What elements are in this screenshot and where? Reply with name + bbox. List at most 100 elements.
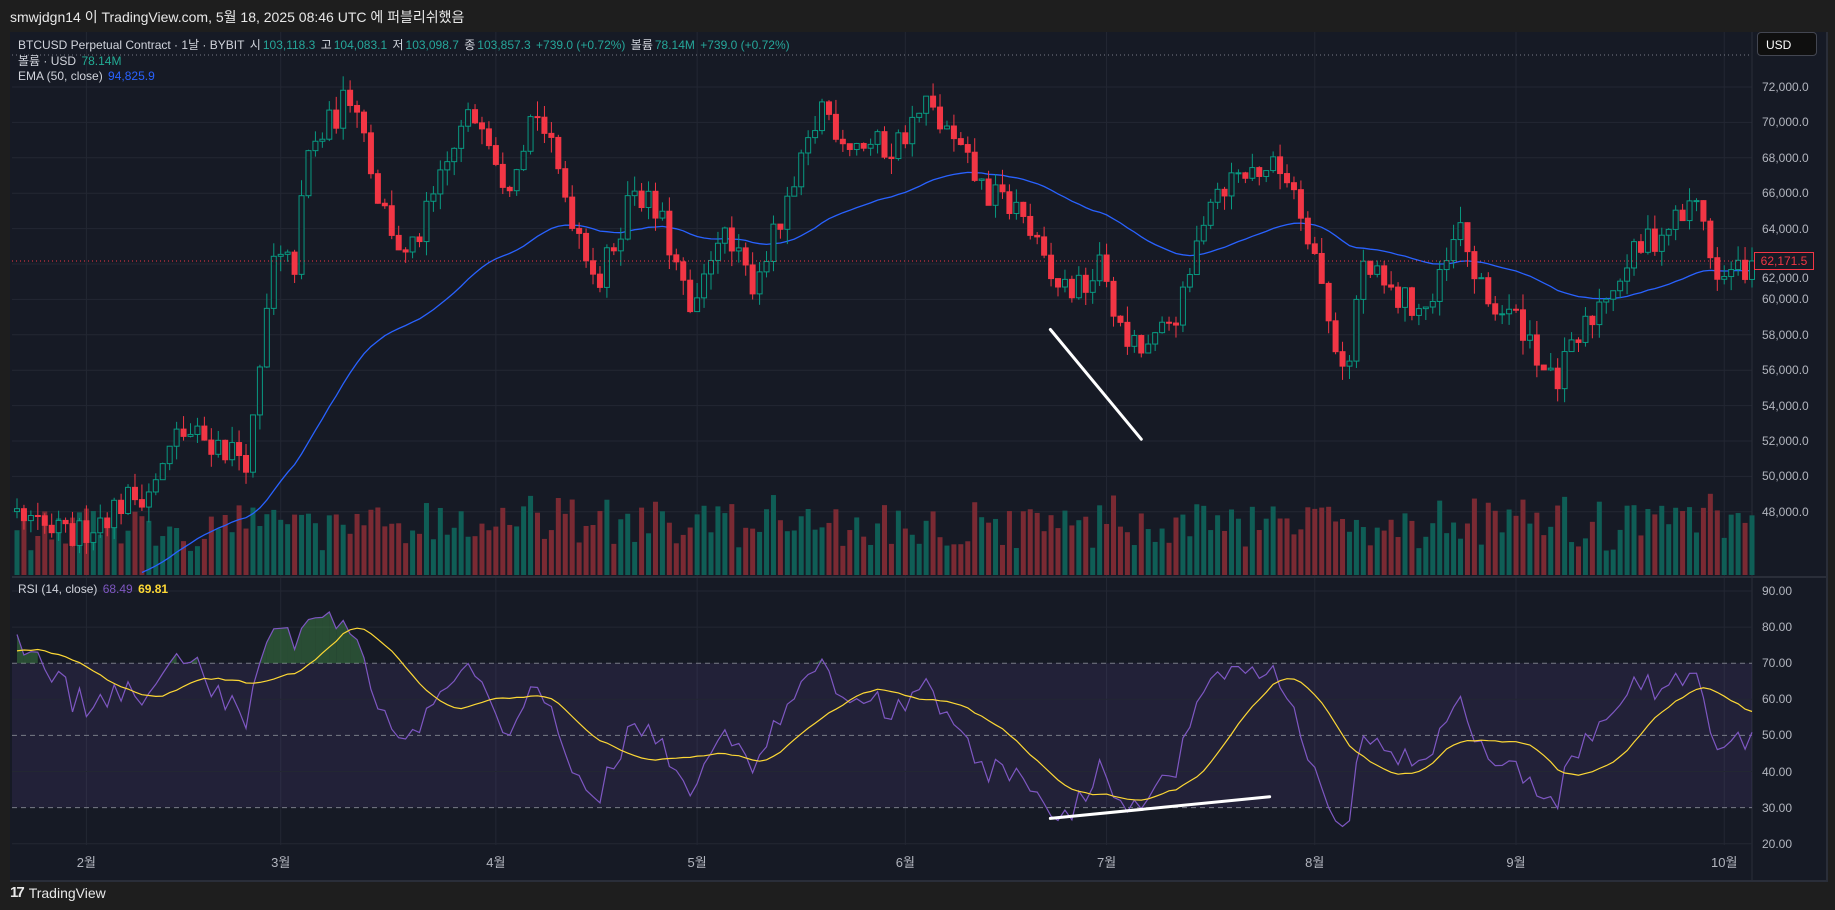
volume-bar [701,505,707,575]
symbol-name[interactable]: BTCUSD Perpetual Contract · 1날 · BYBIT [18,38,245,52]
candle-down [1110,280,1117,317]
rsi-value: 68.49 [102,582,133,596]
volume-bar [528,495,534,575]
time-axis-month: 2월 [76,855,96,870]
candle-down [485,128,492,147]
volume-bar [201,538,207,575]
volume-bar [1020,511,1026,575]
chart-frame[interactable] [10,32,1828,882]
volume-bar [292,514,298,575]
volume-bar [791,530,797,575]
candle-up [714,242,721,261]
ema-value: 94,825.9 [108,69,155,83]
volume-bar [1235,518,1241,575]
candle-up [992,184,999,206]
price-axis-tick: 60,000.0 [1762,292,1809,307]
candle-down [361,111,367,134]
rsi-legend[interactable]: RSI (14, close) 68.49 69.81 [18,582,170,596]
candle-up [1644,228,1651,253]
candle-up [1721,276,1728,280]
candle-up [1610,290,1617,300]
candle-down [416,236,423,243]
volume-bar [56,518,62,575]
volume-bar [1687,507,1693,575]
candle-down [131,486,138,501]
candle-down [548,132,555,138]
volume-bar [1478,544,1484,575]
candle-down [118,499,125,515]
volume-bar [1451,522,1457,575]
volume-bar [1610,549,1616,575]
volume-bar [1631,505,1637,575]
volume-bar [868,544,874,575]
volume-bar [569,499,575,575]
rsi-overbought-fill [350,633,358,664]
candle-up [895,132,902,160]
rsi-axis-tick: 60.00 [1762,692,1793,707]
rsi-axis-tick: 70.00 [1762,656,1793,671]
volume-bar [451,527,457,575]
publish-info: smwjdgn14 이 TradingView.com, 5월 18, 2025… [10,9,465,25]
candle-up [305,150,312,197]
candle-down [1408,287,1415,316]
candle-up [55,519,62,534]
rsi-overbought-fill [287,627,295,664]
candle-down [1318,252,1325,284]
candle-up [1631,241,1638,269]
volume-bar [257,526,263,575]
price-axis-tick: 66,000.0 [1762,186,1809,201]
candle-up [458,125,465,149]
footer-brand[interactable]: 17 TradingView [10,884,106,901]
volume-bar [243,528,249,575]
candle-down [1124,321,1131,347]
volume-bar [28,550,34,575]
candle-up [97,517,104,534]
candle-down [499,163,506,188]
candle-down [1006,191,1013,214]
rsi-overbought-fill [30,651,38,664]
close-value: 103,857.3 [477,38,531,52]
candle-up [1145,343,1152,354]
candle-down [749,264,756,295]
volume-legend[interactable]: 볼륨 · USD 78.14M [18,52,123,69]
volume-label: 볼륨 [630,38,653,52]
volume-bar [1645,508,1651,575]
candle-down [562,168,569,198]
volume-bar [417,533,423,575]
candle-up [194,425,201,435]
volume-bar [1423,536,1429,575]
volume-bar [535,512,540,575]
trend-line-rsi [1048,795,1272,820]
volume-bar [188,550,193,575]
volume-bar [430,539,436,575]
volume-bar [1569,542,1575,575]
volume-bar [1027,509,1033,575]
volume-bar [1166,542,1172,575]
volume-bar [729,504,735,575]
volume-bar [1340,518,1346,575]
candle-up [277,253,284,257]
candle-up [1561,351,1568,390]
candle-up [909,116,916,145]
currency-button[interactable]: USD [1757,32,1817,56]
volume-bar [798,516,804,575]
candle-up [819,101,826,132]
volume-bar [125,530,131,575]
candle-down [680,261,687,281]
candle-up [340,89,347,129]
volume-bar [181,541,187,575]
rsi-axis-tick: 50.00 [1762,728,1793,743]
volume-bar [1673,507,1679,575]
volume-bar [153,545,159,575]
price-axis-tick: 70,000.0 [1762,115,1809,130]
low-label: 저 [392,38,404,52]
candle-up [166,445,173,465]
volume-bar [382,526,388,575]
candle-up [159,463,166,481]
ema-legend[interactable]: EMA (50, close) 94,825.9 [18,69,157,83]
candle-up [1478,277,1485,280]
candle-down [1485,277,1492,305]
volume-bar [750,528,756,575]
volume-bar [757,531,763,575]
